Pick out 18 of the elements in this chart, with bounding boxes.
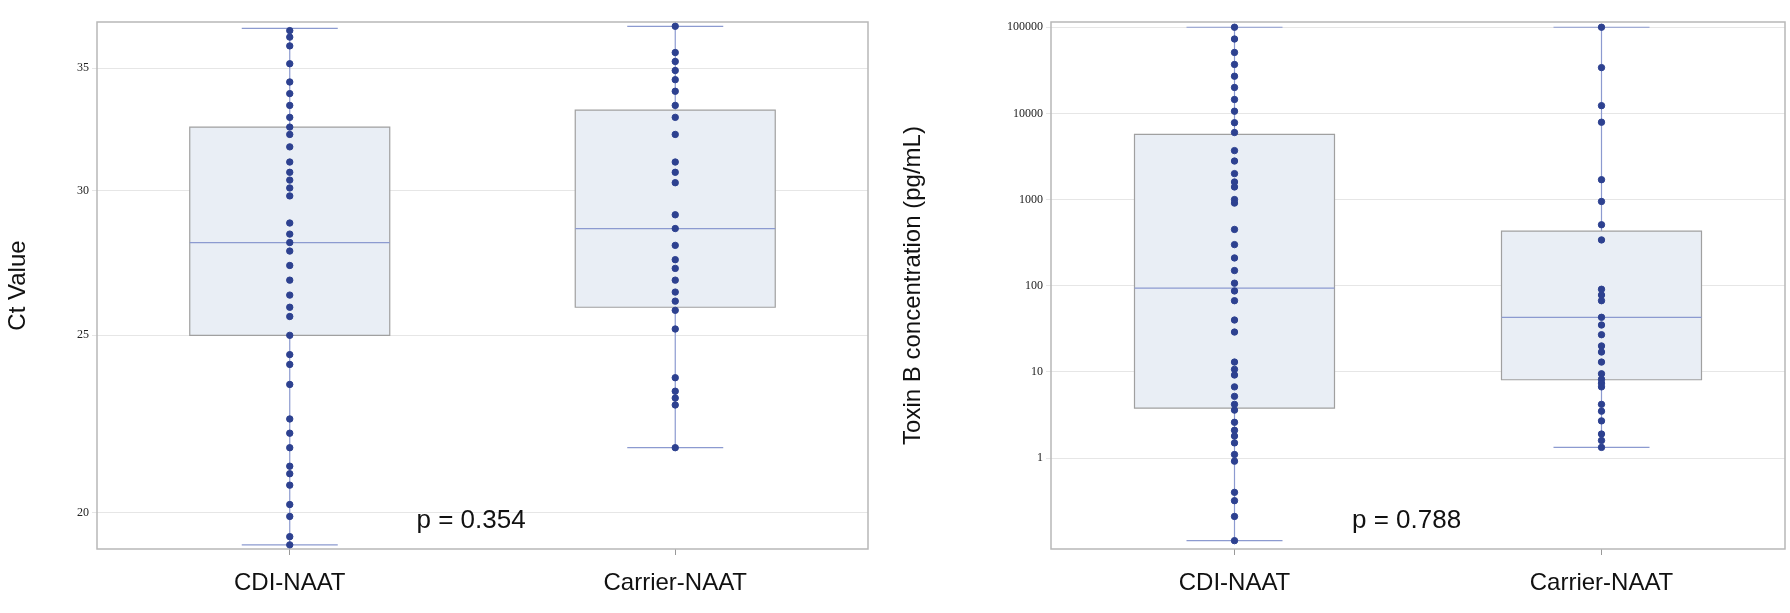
annotation: p = 0.354 — [416, 504, 526, 535]
y-tick-label: 1000 — [1019, 191, 1043, 206]
y-tick-label: 20 — [77, 504, 89, 519]
y-tick-label: 100000 — [1007, 19, 1043, 34]
y-axis-title: Toxin B concentration (pg/mL) — [898, 126, 926, 445]
y-tick-label: 100 — [1025, 277, 1043, 292]
annotation: p = 0.788 — [1352, 504, 1462, 535]
y-tick-label: 25 — [77, 327, 89, 342]
y-tick-label: 30 — [77, 182, 89, 197]
x-tick-label: Carrier-NAAT — [1529, 568, 1674, 596]
y-axis-title: Ct Value — [3, 240, 31, 331]
y-tick-label: 1 — [1037, 450, 1043, 465]
y-tick-label: 10000 — [1013, 105, 1043, 120]
x-tick-label: CDI-NAAT — [233, 568, 346, 596]
x-tick-label: CDI-NAAT — [1178, 568, 1291, 596]
y-tick-label: 10 — [1031, 364, 1043, 379]
x-tick-label: Carrier-NAAT — [603, 568, 748, 596]
y-tick-label: 35 — [77, 60, 89, 75]
